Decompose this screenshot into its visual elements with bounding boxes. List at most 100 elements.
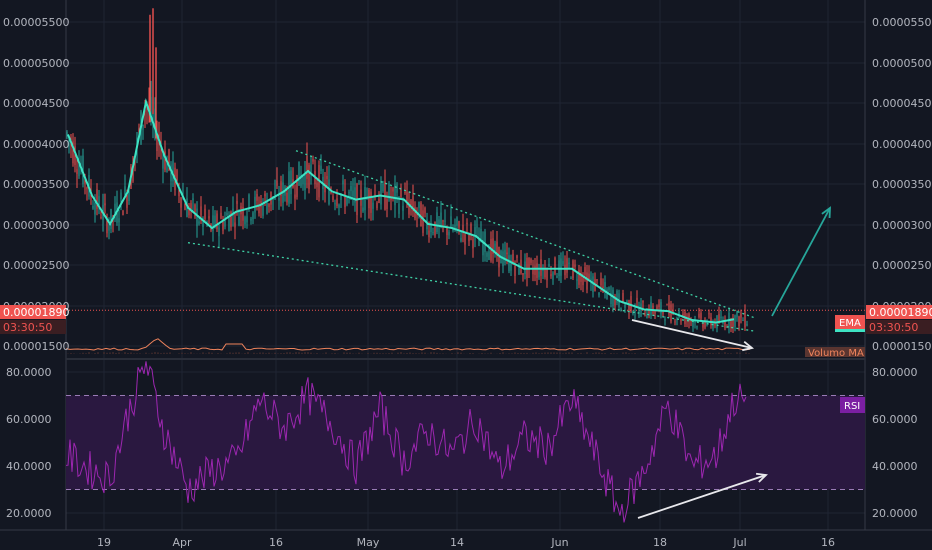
candle-body <box>474 227 476 237</box>
candle-body <box>696 326 698 328</box>
candle-body <box>736 311 738 318</box>
rsi-band-fill <box>66 395 865 490</box>
candle-body <box>234 222 236 228</box>
candle-body <box>708 313 710 315</box>
candle-body <box>196 208 198 227</box>
candle-body <box>374 194 376 196</box>
candle-body <box>310 164 312 174</box>
candle-body <box>296 175 298 198</box>
candle-body <box>714 321 716 327</box>
candle-body <box>420 202 422 227</box>
candle-body <box>184 204 186 210</box>
candle-body <box>494 243 496 252</box>
candle-body <box>326 176 328 179</box>
candle-body <box>78 164 80 177</box>
rsi-legend-tag: RSI <box>840 397 865 413</box>
candle-body <box>534 265 536 275</box>
price-tick-label: 0.00002500 <box>872 259 932 272</box>
candle-body <box>636 297 638 303</box>
candle-body <box>404 191 406 194</box>
candle-body <box>86 187 88 189</box>
candle-body <box>620 307 622 312</box>
candle-body <box>560 258 562 276</box>
candle-body <box>190 203 192 211</box>
candle-body <box>376 202 378 209</box>
time-tick-label: May <box>357 536 380 549</box>
candle-body <box>128 191 130 201</box>
candle-body <box>402 205 404 211</box>
candle-body <box>342 180 344 185</box>
candle-body <box>370 191 372 213</box>
price-tick-label: 0.00004500 <box>872 97 932 110</box>
candle-body <box>132 162 134 182</box>
candle-body <box>418 201 420 208</box>
candle-body <box>688 313 690 322</box>
price-lower-lows-arrow <box>631 319 753 349</box>
time-tick-label: 14 <box>450 536 464 549</box>
candle-body <box>124 186 126 196</box>
price-axis-right: 0.00005500 0.00005000 0.00004500 0.00004000… <box>872 16 932 353</box>
rsi-axis-left: 80.0000 60.0000 40.0000 20.0000 <box>6 366 52 520</box>
candle-body <box>428 230 430 238</box>
candle-body <box>680 318 682 322</box>
candle-body <box>476 226 478 228</box>
candle-body <box>92 205 94 209</box>
candle-body <box>744 310 746 328</box>
price-tag-right-countdown: 03:30:50 <box>869 321 918 334</box>
candle-body <box>392 188 394 192</box>
volume-ma-line <box>65 338 751 351</box>
candle-body <box>514 266 516 276</box>
candle-body <box>578 269 580 285</box>
candle-body <box>176 170 178 182</box>
candle-body <box>504 249 506 263</box>
rsi-series <box>65 361 747 523</box>
candle-body <box>570 277 572 279</box>
candle-body <box>546 269 548 281</box>
candle-body <box>216 213 218 230</box>
candle-body <box>400 187 402 197</box>
candle-body <box>532 268 534 275</box>
candle-body <box>566 258 568 273</box>
rsi-tick-label: 20.0000 <box>6 507 52 520</box>
candle-body <box>424 207 426 214</box>
candle-body <box>662 312 664 314</box>
candle-body <box>74 145 76 166</box>
candle-body <box>398 203 400 214</box>
candle-body <box>480 228 482 242</box>
candle-body <box>646 314 648 319</box>
candle-body <box>390 197 392 201</box>
candle-body <box>468 234 470 242</box>
candle-body <box>358 183 360 185</box>
price-tick-label: 0.00005500 <box>872 16 932 29</box>
candle-body <box>164 151 166 170</box>
candle-body <box>306 156 308 179</box>
candle-body <box>148 103 150 111</box>
candle-body <box>382 183 384 191</box>
candle-body <box>236 200 238 204</box>
candle-body <box>320 165 322 171</box>
candle-body <box>266 202 268 214</box>
time-tick-label: Jul <box>732 536 746 549</box>
candle-body <box>506 252 508 255</box>
candle-body <box>264 193 266 197</box>
candle-body <box>324 183 326 193</box>
candle-body <box>614 296 616 306</box>
candle-body <box>704 319 706 328</box>
candle-body <box>340 194 342 201</box>
candle-body <box>518 263 520 275</box>
rsi-tick-label: 40.0000 <box>872 460 918 473</box>
candle-body <box>290 170 292 195</box>
candle-body <box>422 210 424 233</box>
candle-body <box>244 217 246 225</box>
candle-body <box>76 169 78 174</box>
rsi-line <box>65 361 747 523</box>
candle-body <box>348 192 350 194</box>
candle-body <box>612 289 614 307</box>
candle-body <box>114 203 116 217</box>
ema-line <box>67 98 735 324</box>
price-tick-label: 0.00004500 <box>3 97 69 110</box>
rsi-tick-label: 60.0000 <box>6 413 52 426</box>
rsi-tick-label: 80.0000 <box>872 366 918 379</box>
candle-body <box>600 278 602 286</box>
candle-body <box>586 272 588 290</box>
